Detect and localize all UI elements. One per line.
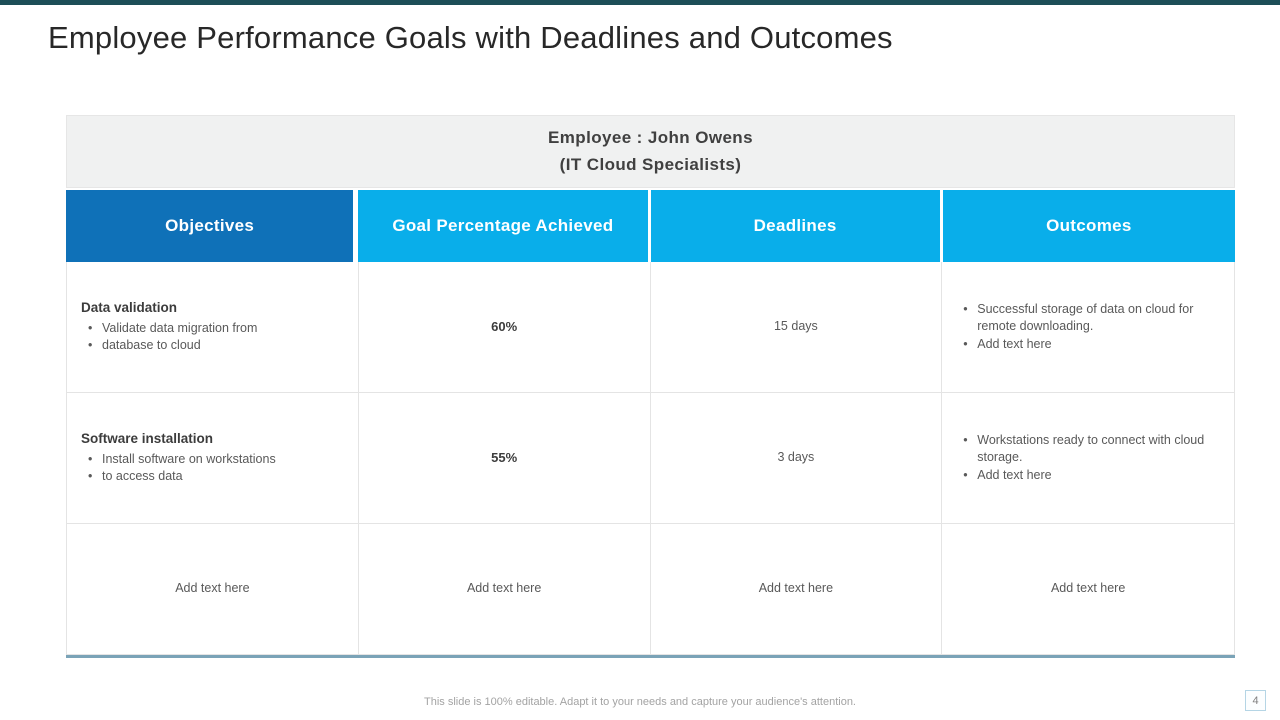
objective-bullet: Install software on workstations	[81, 451, 344, 469]
column-header-outcomes: Outcomes	[942, 190, 1235, 262]
placeholder-text: Add text here	[1050, 581, 1126, 596]
deadline-value: 15 days	[773, 319, 818, 334]
column-header-deadlines: Deadlines	[650, 190, 943, 262]
footer-note: This slide is 100% editable. Adapt it to…	[424, 696, 856, 708]
objective-title: Data validation	[81, 300, 178, 316]
placeholder-text: Add text here	[758, 581, 834, 596]
page-number: 4	[1245, 690, 1266, 711]
outcome-cell: Successful storage of data on cloud for …	[942, 262, 1234, 392]
table-row-placeholder: Add text here Add text here Add text her…	[67, 524, 1234, 655]
table-bottom-accent-line	[66, 655, 1235, 658]
table-row-data-validation: Data validation Validate data migration …	[67, 262, 1234, 393]
placeholder-cell[interactable]: Add text here	[942, 524, 1234, 654]
table-row-software-installation: Software installation Install software o…	[67, 393, 1234, 524]
placeholder-cell[interactable]: Add text here	[359, 524, 651, 654]
objective-bullet: to access data	[81, 468, 344, 486]
employee-header-band: Employee : John Owens (IT Cloud Speciali…	[66, 115, 1235, 188]
deadline-value: 3 days	[777, 450, 815, 465]
placeholder-cell[interactable]: Add text here	[67, 524, 359, 654]
deadline-cell: 15 days	[651, 262, 943, 392]
objective-cell: Software installation Install software o…	[67, 393, 359, 523]
outcome-bullet: Add text here	[956, 467, 1220, 485]
outcome-bullet: Add text here	[956, 336, 1220, 354]
goal-value: 55%	[491, 449, 518, 465]
column-header-goal-percentage: Goal Percentage Achieved	[358, 190, 651, 262]
slide-title: Employee Performance Goals with Deadline…	[48, 20, 893, 55]
outcome-cell: Workstations ready to connect with cloud…	[942, 393, 1234, 523]
placeholder-text: Add text here	[466, 581, 542, 596]
objective-bullet: Validate data migration from	[81, 320, 344, 338]
column-header-objectives: Objectives	[66, 190, 359, 262]
goal-cell: 60%	[359, 262, 651, 392]
top-accent-bar	[0, 0, 1280, 5]
table-body: Data validation Validate data migration …	[66, 262, 1235, 655]
employee-role: (IT Cloud Specialists)	[559, 154, 742, 174]
placeholder-cell[interactable]: Add text here	[651, 524, 943, 654]
outcome-bullet: Workstations ready to connect with cloud…	[956, 432, 1220, 467]
outcome-bullet: Successful storage of data on cloud for …	[956, 301, 1220, 336]
placeholder-text: Add text here	[175, 581, 250, 596]
performance-table: Employee : John Owens (IT Cloud Speciali…	[66, 115, 1235, 658]
employee-name: Employee : John Owens	[548, 128, 753, 148]
column-header-row: Objectives Goal Percentage Achieved Dead…	[66, 190, 1235, 262]
objective-cell: Data validation Validate data migration …	[67, 262, 359, 392]
deadline-cell: 3 days	[651, 393, 943, 523]
objective-title: Software installation	[81, 431, 214, 447]
objective-bullet: database to cloud	[81, 337, 344, 355]
goal-value: 60%	[491, 318, 518, 334]
goal-cell: 55%	[359, 393, 651, 523]
